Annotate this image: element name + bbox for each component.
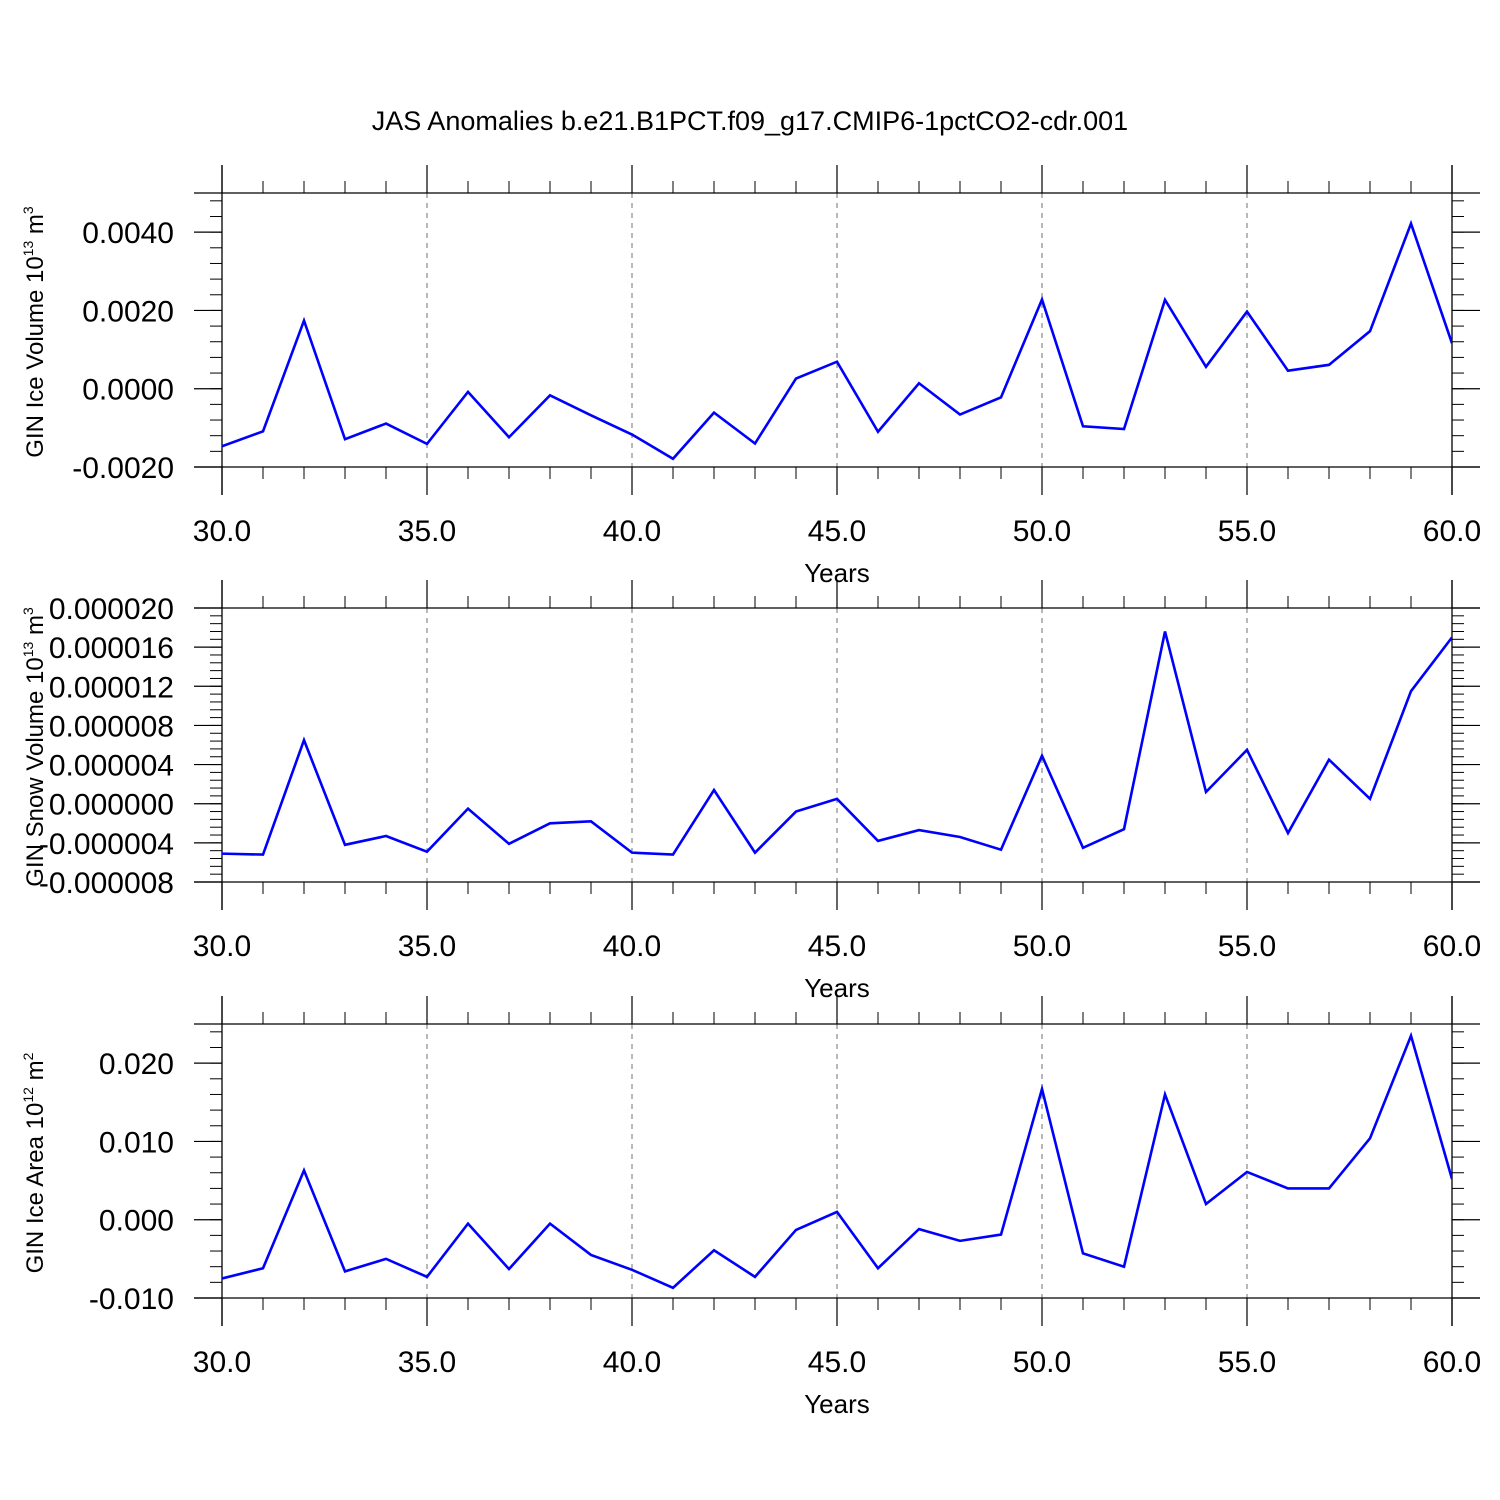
x-tick-label: 50.0	[1013, 515, 1071, 548]
y-tick-label: 0.000016	[49, 632, 174, 665]
y-tick-label: 0.000012	[49, 671, 174, 704]
y-axis-title: GIN Snow Volume 1013 m3	[20, 607, 49, 887]
y-title-exponent: 13	[20, 241, 36, 257]
y-tick-label: -0.010	[89, 1283, 174, 1316]
x-axis-title: Years	[804, 1389, 870, 1419]
y-title-unit-exponent: 3	[20, 607, 36, 615]
x-tick-label: 30.0	[193, 930, 251, 963]
panel-3: -0.010 0.000 0.010 0.020 30.0 35.0 40.0 45.0 50.…	[20, 996, 1481, 1419]
y-tick-label: 0.000	[99, 1205, 174, 1238]
x-tick-label: 35.0	[398, 515, 456, 548]
x-tick-label: 45.0	[808, 515, 866, 548]
y-tick-label: -0.0020	[72, 452, 174, 485]
y-title-exponent: 13	[20, 642, 36, 658]
y-title-text: GIN Snow Volume 10	[22, 657, 49, 886]
x-tick-label: 60.0	[1423, 930, 1481, 963]
panel-1: -0.0020 0.0000 0.0020 0.0040 30.0 35.0 40.0 45.…	[20, 165, 1481, 588]
y-tick-label: -0.000004	[39, 828, 174, 861]
y-title-unit: m	[22, 214, 49, 241]
x-tick-label: 35.0	[398, 1346, 456, 1379]
x-tick-label: 55.0	[1218, 515, 1276, 548]
y-title-unit-exponent: 3	[20, 206, 36, 214]
y-tick-label: 0.0020	[82, 295, 174, 328]
series-line-1	[222, 1031, 1452, 1290]
x-tick-label: 50.0	[1013, 1346, 1071, 1379]
x-tick-label: 30.0	[193, 515, 251, 548]
y-title-exponent: 12	[20, 1087, 36, 1103]
y-axis-title: GIN Ice Volume 1013 m3	[20, 206, 49, 458]
chart-title: JAS Anomalies b.e21.B1PCT.f09_g17.CMIP6-…	[372, 106, 1128, 136]
x-tick-label: 40.0	[603, 930, 661, 963]
x-tick-label: 60.0	[1423, 515, 1481, 548]
x-tick-label: 60.0	[1423, 1346, 1481, 1379]
y-tick-label: 0.0040	[82, 217, 174, 250]
y-title-unit: m	[22, 1060, 49, 1087]
x-tick-label: 35.0	[398, 930, 456, 963]
y-title-unit: m	[22, 615, 49, 642]
y-tick-label: 0.0000	[82, 374, 174, 407]
series-line-1	[222, 219, 1452, 461]
y-tick-label: 0.010	[99, 1126, 174, 1159]
x-tick-label: 50.0	[1013, 930, 1071, 963]
y-tick-label: 0.000008	[49, 710, 174, 743]
x-tick-label: 40.0	[603, 1346, 661, 1379]
panel-2: -0.000008 -0.000004 0.000000 0.000004 0.0000…	[20, 580, 1481, 1003]
y-title-text: GIN Ice Area 10	[22, 1103, 49, 1274]
x-tick-label: 45.0	[808, 930, 866, 963]
y-axis-title: GIN Ice Area 1012 m2	[20, 1052, 49, 1273]
y-tick-label: 0.000020	[49, 593, 174, 626]
y-tick-label: 0.000004	[49, 750, 174, 783]
y-tick-label: -0.000008	[39, 867, 174, 900]
chart-panels: -0.0020 0.0000 0.0020 0.0040 30.0 35.0 40.0 45.…	[20, 165, 1481, 1419]
series-line-1	[222, 631, 1452, 856]
y-tick-label: 0.000000	[49, 789, 174, 822]
y-title-text: GIN Ice Volume 10	[22, 256, 49, 457]
x-tick-label: 40.0	[603, 515, 661, 548]
x-tick-label: 55.0	[1218, 930, 1276, 963]
y-title-unit-exponent: 2	[20, 1052, 36, 1060]
x-tick-label: 30.0	[193, 1346, 251, 1379]
x-tick-label: 55.0	[1218, 1346, 1276, 1379]
y-tick-label: 0.020	[99, 1048, 174, 1081]
x-tick-label: 45.0	[808, 1346, 866, 1379]
